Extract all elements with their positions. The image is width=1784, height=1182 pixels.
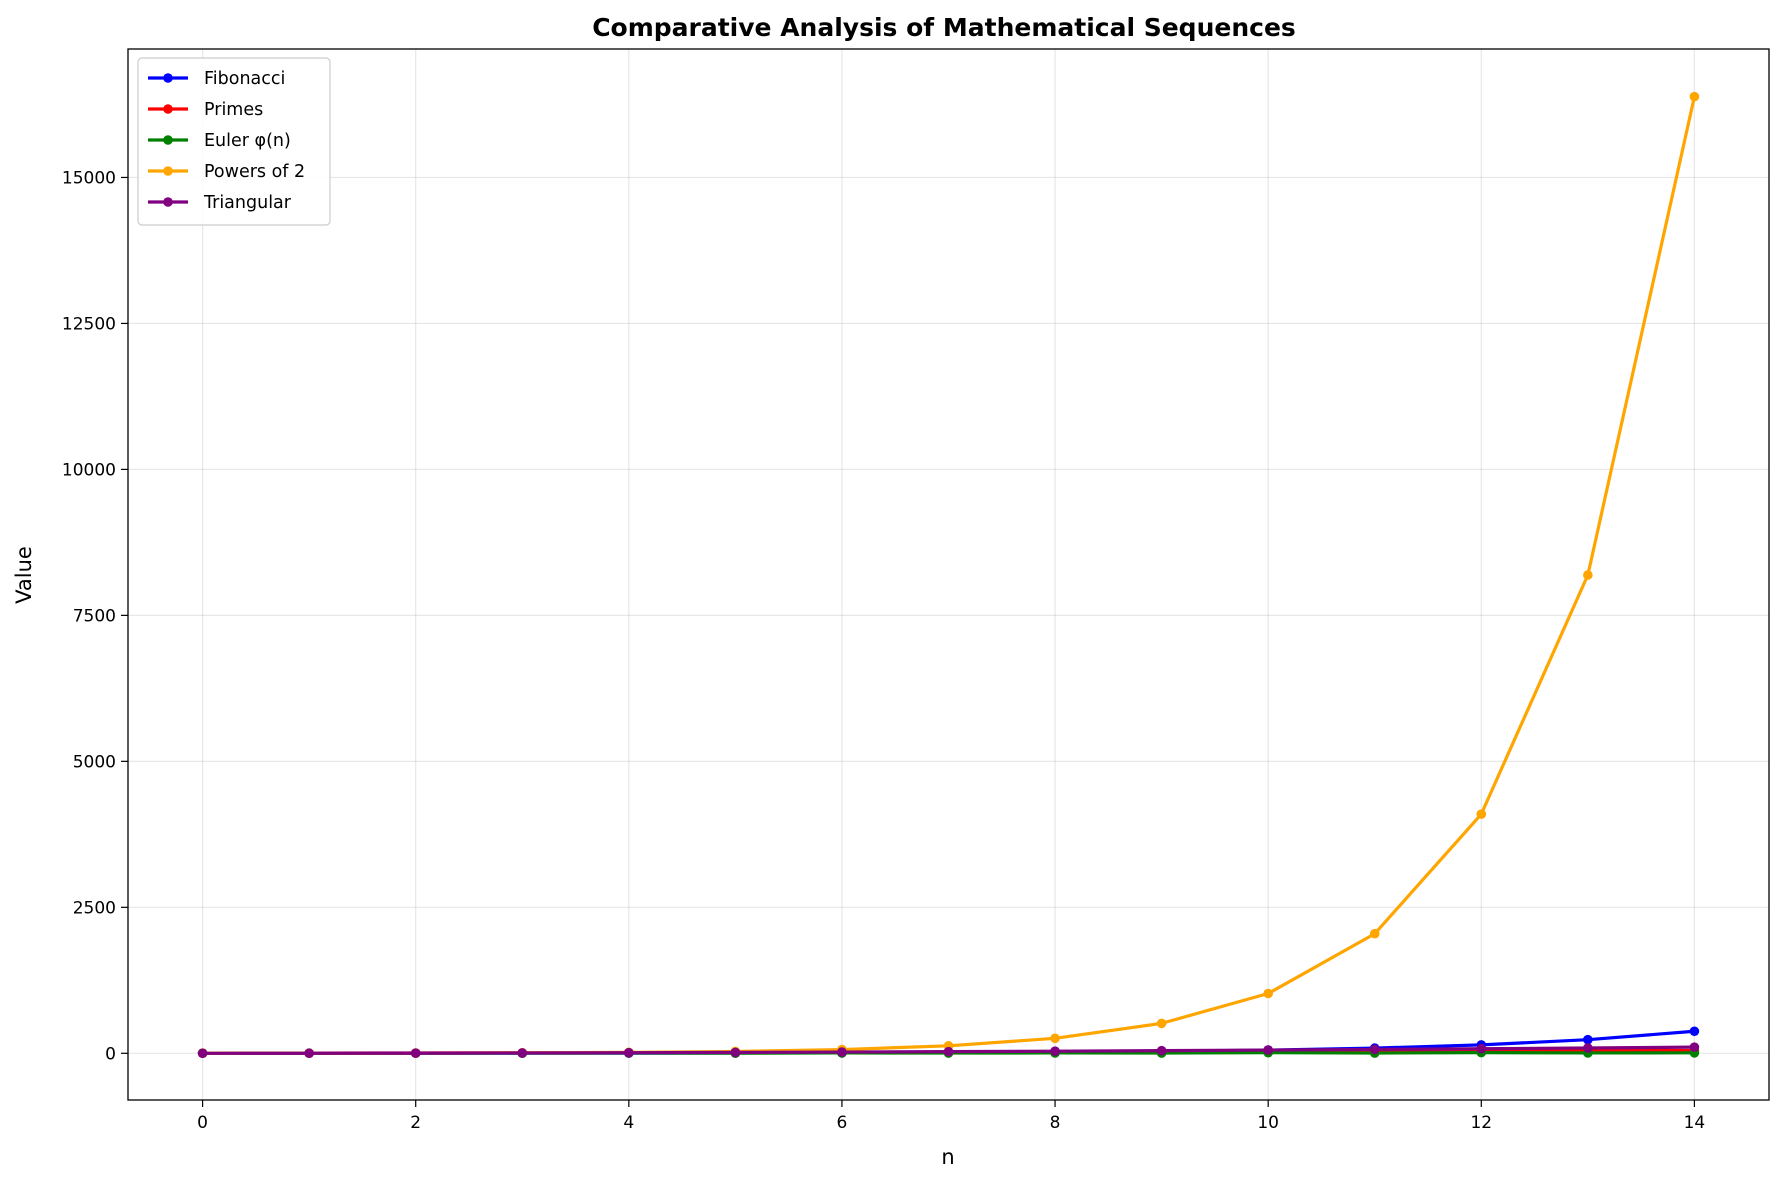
data-point-triangular (730, 1047, 741, 1058)
data-point-triangular (197, 1048, 208, 1059)
data-point-powers-of-2 (1050, 1033, 1060, 1044)
legend-item: Fibonacci (148, 69, 285, 89)
x-tick-label: 4 (623, 1113, 634, 1133)
x-tick-label: 6 (837, 1113, 848, 1133)
data-point-triangular (1476, 1043, 1487, 1054)
x-tick-label: 12 (1470, 1113, 1492, 1133)
plot-frame (127, 48, 1770, 1101)
y-tick-label: 5000 (73, 752, 116, 772)
y-tick-label: 2500 (73, 898, 116, 918)
x-tick-label: 0 (197, 1113, 208, 1133)
legend-item: Euler φ(n) (148, 131, 291, 151)
legend-swatch-marker (163, 197, 173, 207)
y-tick-label: 12500 (62, 314, 116, 334)
data-point-triangular (1156, 1045, 1167, 1056)
data-point-triangular (837, 1047, 847, 1057)
y-tick-label: 7500 (73, 606, 116, 626)
data-point-powers-of-2 (1156, 1018, 1167, 1029)
legend: Fibonacci Primes Euler φ(n) Powers of 2 Tria… (137, 57, 331, 226)
data-point-triangular (410, 1048, 421, 1058)
x-tick-label: 8 (1050, 1113, 1061, 1133)
data-point-triangular (1689, 1042, 1700, 1052)
data-point-triangular (517, 1048, 528, 1058)
data-point-fibonacci (1689, 1026, 1700, 1037)
legend-label: Fibonacci (204, 69, 285, 89)
legend-swatch-marker (163, 104, 173, 114)
series-layer (197, 91, 1700, 1059)
data-point-powers-of-2 (1369, 928, 1380, 939)
y-tick-label: 15000 (62, 168, 116, 188)
legend-label: Primes (204, 100, 263, 120)
data-point-powers-of-2 (1476, 809, 1487, 819)
data-point-triangular (1583, 1043, 1593, 1053)
chart-title: Comparative Analysis of Mathematical Seq… (592, 13, 1296, 42)
legend-item: Triangular (148, 193, 292, 213)
data-point-triangular (624, 1047, 634, 1058)
x-tick-label: 14 (1684, 1113, 1706, 1133)
data-point-powers-of-2 (1689, 91, 1700, 102)
data-point-powers-of-2 (1583, 570, 1593, 580)
axis-ticks: 0 2 4 6 8 10 12 14 0 2500 5000 7500 10000 12500 15000 (62, 168, 1705, 1133)
legend-swatch-marker (163, 135, 173, 145)
y-tick-label: 10000 (62, 460, 116, 480)
legend-swatch-marker (163, 73, 173, 83)
data-point-triangular (304, 1048, 314, 1059)
data-point-triangular (1263, 1045, 1273, 1055)
legend-box (137, 57, 331, 226)
x-tick-label: 2 (410, 1113, 421, 1133)
legend-label: Triangular (203, 193, 292, 213)
data-point-fibonacci (1583, 1034, 1593, 1045)
legend-item: Primes (148, 100, 263, 120)
data-point-powers-of-2 (1263, 988, 1273, 999)
x-axis-label: n (941, 1145, 954, 1169)
data-point-triangular (1050, 1046, 1060, 1056)
legend-label: Powers of 2 (204, 162, 305, 182)
data-point-triangular (1369, 1044, 1380, 1055)
y-tick-label: 0 (105, 1044, 116, 1064)
legend-swatch-marker (163, 166, 173, 176)
x-tick-label: 10 (1257, 1113, 1279, 1133)
legend-label: Euler φ(n) (204, 131, 291, 151)
data-point-triangular (943, 1046, 954, 1057)
series-triangular (197, 1042, 1700, 1059)
y-axis-label: Value (12, 546, 36, 604)
legend-item: Powers of 2 (148, 162, 305, 182)
